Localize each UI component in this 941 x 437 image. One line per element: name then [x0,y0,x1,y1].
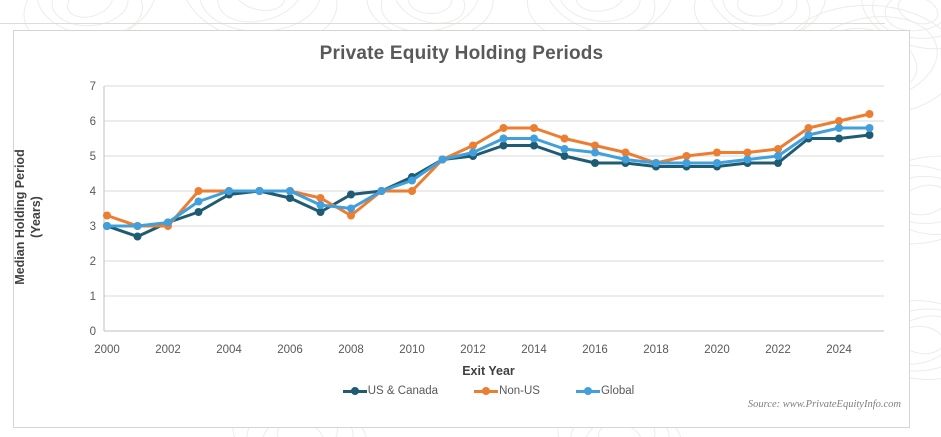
svg-text:2: 2 [90,256,96,268]
svg-text:2016: 2016 [582,344,608,356]
svg-text:2014: 2014 [521,344,547,356]
svg-text:2006: 2006 [277,344,303,356]
source-attribution: Source: www.PrivateEquityInfo.com [747,399,901,410]
chart-card: Private Equity Holding Periods Median Ho… [13,30,910,428]
series-us-canada [103,131,874,241]
svg-text:6: 6 [90,116,96,128]
svg-text:2012: 2012 [460,344,486,356]
svg-text:2020: 2020 [704,344,730,356]
svg-text:2022: 2022 [765,344,791,356]
legend-label-global: Global [600,385,635,397]
non-us-line-marker-icon [474,387,499,395]
svg-text:2018: 2018 [643,344,669,356]
global-line-marker-icon [575,387,600,395]
svg-text:2010: 2010 [399,344,425,356]
svg-text:2024: 2024 [826,344,852,356]
legend-item-non-us: Non-US [474,385,540,397]
svg-text:2008: 2008 [338,344,364,356]
legend-item-global: Global [575,385,635,397]
svg-text:0: 0 [90,326,96,338]
chart-legend: US & Canada Non-US Global [107,385,870,397]
svg-text:7: 7 [90,81,96,93]
svg-text:2000: 2000 [94,344,120,356]
series-global [103,124,874,230]
top-divider-line [0,23,885,24]
chart-title: Private Equity Holding Periods [319,43,604,64]
us-canada-line-marker-icon [342,387,367,395]
svg-text:2002: 2002 [155,344,181,356]
legend-label-us-canada: US & Canada [367,385,439,397]
svg-text:5: 5 [90,151,96,163]
line-chart-plot-area: 0 1 2 3 4 5 6 7 2000 2002 2004 2006 2008 2010 2012 2014… [90,81,884,356]
legend-item-us-canada: US & Canada [342,385,439,397]
legend-label-non-us: Non-US [499,385,540,397]
svg-text:4: 4 [90,186,97,198]
svg-text:3: 3 [90,221,96,233]
svg-text:2004: 2004 [216,344,242,356]
x-axis-title: Exit Year [462,364,515,378]
series-non-us [103,110,874,230]
svg-text:1: 1 [90,291,96,303]
